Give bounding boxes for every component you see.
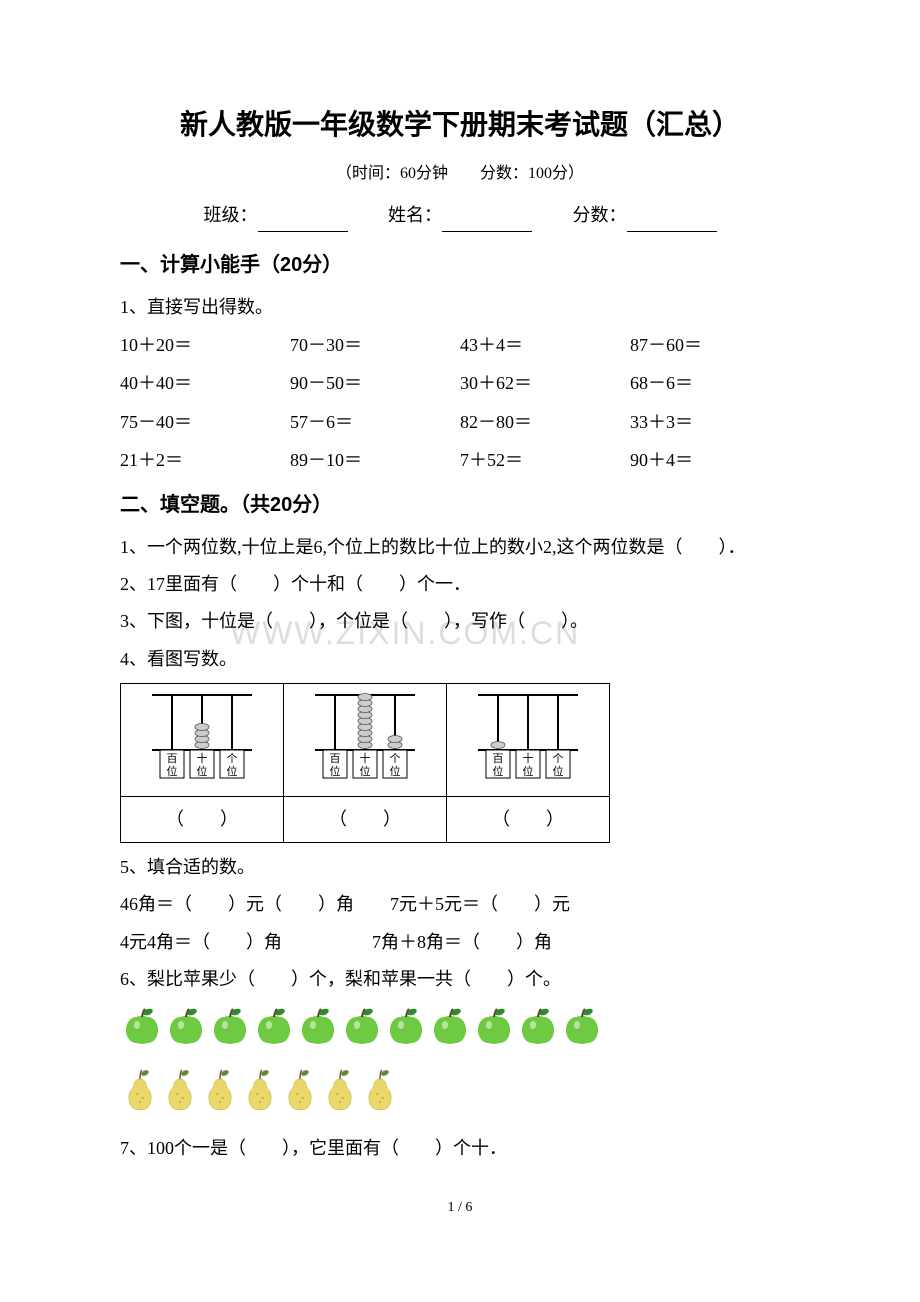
svg-text:个: 个 <box>227 752 238 765</box>
calc-container: 10＋20＝70－30＝43＋4＝87－60＝ 40＋40＝90－50＝30＋62… <box>120 329 800 477</box>
pear-icon <box>240 1066 280 1114</box>
calc-item: 43＋4＝ <box>460 329 630 361</box>
abacus-cell: 百位十位个位 <box>284 684 447 797</box>
calc-item: 90－50＝ <box>290 367 460 399</box>
pear-icon <box>160 1066 200 1114</box>
q2-1: 1、一个两位数,十位上是6,个位上的数比十位上的数小2,这个两位数是（ ）． <box>120 531 800 563</box>
q2-2: 2、17里面有（ ）个十和（ ）个一． <box>120 568 800 600</box>
q2-4: 4、看图写数。 <box>120 643 800 675</box>
calc-item: 90＋4＝ <box>630 444 800 476</box>
svg-text:个: 个 <box>390 752 401 765</box>
calc-row: 10＋20＝70－30＝43＋4＝87－60＝ <box>120 329 800 361</box>
calc-row: 21＋2＝89－10＝7＋52＝90＋4＝ <box>120 444 800 476</box>
apple-icon <box>164 1003 208 1047</box>
pear-icon <box>200 1066 240 1114</box>
svg-text:位: 位 <box>197 764 208 778</box>
calc-item: 70－30＝ <box>290 329 460 361</box>
q2-6: 6、梨比苹果少（ ）个，梨和苹果一共（ ）个。 <box>120 963 800 995</box>
apple-icon <box>208 1003 252 1047</box>
svg-text:位: 位 <box>330 764 341 778</box>
svg-text:位: 位 <box>493 764 504 778</box>
abacus-icon: 百位十位个位 <box>305 690 425 780</box>
apple-icon <box>296 1003 340 1047</box>
pear-row <box>120 1066 800 1124</box>
abacus-answer: （ ） <box>121 797 284 842</box>
svg-text:位: 位 <box>360 764 371 778</box>
abacus-cell: 百位十位个位 <box>121 684 284 797</box>
calc-item: 33＋3＝ <box>630 406 800 438</box>
apple-icon <box>252 1003 296 1047</box>
q2-5-1: 46角＝（ ）元（ ）角 7元＋5元＝（ ）元 <box>120 888 800 920</box>
apple-icon <box>516 1003 560 1047</box>
svg-text:十: 十 <box>523 751 534 765</box>
apple-row <box>120 1003 800 1057</box>
calc-row: 75－40＝57－6＝82－80＝33＋3＝ <box>120 406 800 438</box>
pear-icon <box>280 1066 320 1114</box>
calc-item: 57－6＝ <box>290 406 460 438</box>
page-subtitle: （时间：60分钟 分数：100分） <box>120 160 800 189</box>
calc-item: 40＋40＝ <box>120 367 290 399</box>
info-line: 班级： 姓名： 分数： <box>120 199 800 231</box>
calc-item: 75－40＝ <box>120 406 290 438</box>
score-blank <box>627 210 717 232</box>
pear-icon <box>360 1066 400 1114</box>
abacus-cell: 百位十位个位 <box>447 684 610 797</box>
abacus-answer: （ ） <box>447 797 610 842</box>
abacus-icon: 百位十位个位 <box>468 690 588 780</box>
q2-7: 7、100个一是（ ），它里面有（ ）个十． <box>120 1132 800 1164</box>
score-label: 分数： <box>573 205 627 225</box>
calc-item: 82－80＝ <box>460 406 630 438</box>
q2-3: 3、下图，十位是（ ），个位是（ ），写作（ ）。 <box>120 605 800 637</box>
class-blank <box>258 210 348 232</box>
apple-icon <box>428 1003 472 1047</box>
svg-text:位: 位 <box>390 764 401 778</box>
svg-text:十: 十 <box>197 751 208 765</box>
calc-item: 89－10＝ <box>290 444 460 476</box>
calc-row: 40＋40＝90－50＝30＋62＝68－6＝ <box>120 367 800 399</box>
svg-text:位: 位 <box>167 764 178 778</box>
abacus-table: 百位十位个位百位十位个位百位十位个位 （ ） （ ） （ ） <box>120 683 610 843</box>
abacus-row: 百位十位个位百位十位个位百位十位个位 <box>121 684 610 797</box>
svg-text:位: 位 <box>553 764 564 778</box>
page-footer: 1 / 6 <box>120 1195 800 1220</box>
svg-text:位: 位 <box>523 764 534 778</box>
calc-item: 7＋52＝ <box>460 444 630 476</box>
class-label: 班级： <box>204 205 258 225</box>
calc-item: 10＋20＝ <box>120 329 290 361</box>
name-blank <box>442 210 532 232</box>
name-label: 姓名： <box>388 205 442 225</box>
abacus-answer: （ ） <box>284 797 447 842</box>
svg-text:百: 百 <box>167 753 178 765</box>
calc-item: 21＋2＝ <box>120 444 290 476</box>
svg-text:个: 个 <box>553 752 564 765</box>
svg-text:位: 位 <box>227 764 238 778</box>
svg-text:百: 百 <box>330 753 341 765</box>
calc-item: 68－6＝ <box>630 367 800 399</box>
q2-5: 5、填合适的数。 <box>120 851 800 883</box>
apple-icon <box>472 1003 516 1047</box>
section1-title: 一、计算小能手（20分） <box>120 247 800 283</box>
svg-text:百: 百 <box>493 753 504 765</box>
q2-5-2: 4元4角＝（ ）角 7角＋8角＝（ ）角 <box>120 926 800 958</box>
svg-text:十: 十 <box>360 751 371 765</box>
apple-icon <box>384 1003 428 1047</box>
pear-icon <box>120 1066 160 1114</box>
calc-item: 30＋62＝ <box>460 367 630 399</box>
apple-icon <box>340 1003 384 1047</box>
apple-icon <box>560 1003 604 1047</box>
abacus-icon: 百位十位个位 <box>142 690 262 780</box>
section2-title: 二、填空题。（共20分） <box>120 487 800 523</box>
q1-1: 1、直接写出得数。 <box>120 291 800 323</box>
abacus-answer-row: （ ） （ ） （ ） <box>121 797 610 842</box>
calc-item: 87－60＝ <box>630 329 800 361</box>
apple-icon <box>120 1003 164 1047</box>
page-title: 新人教版一年级数学下册期末考试题（汇总） <box>120 100 800 150</box>
pear-icon <box>320 1066 360 1114</box>
